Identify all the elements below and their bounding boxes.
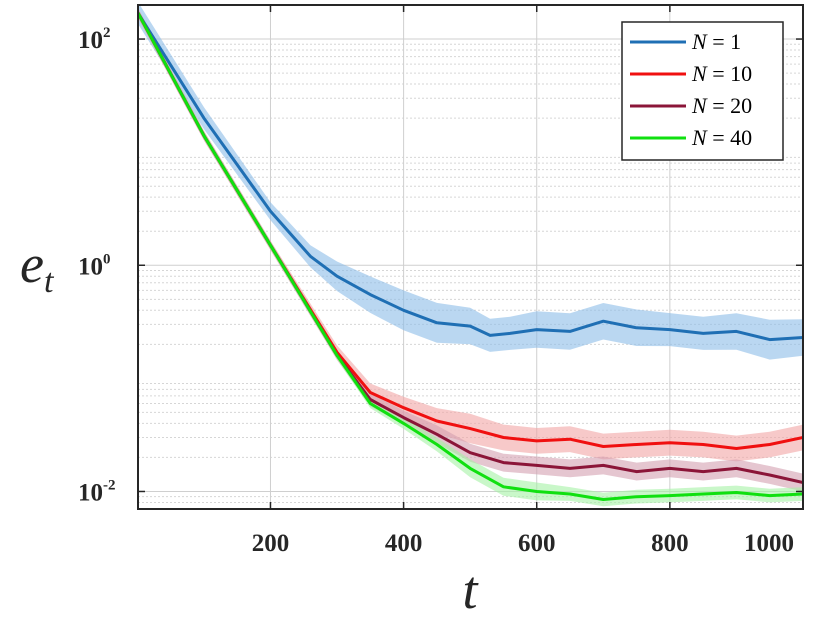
y-tick-label: 10-2 [78, 477, 116, 506]
y-axis-label-subscript: t [44, 263, 55, 300]
legend-label-value: = 10 [712, 61, 752, 86]
series-band [138, 5, 803, 360]
legend-label-value: = 1 [712, 29, 741, 54]
legend-label-value: = 20 [712, 93, 752, 118]
legend: N = 1N = 10N = 20N = 40 [621, 21, 784, 161]
legend-label: N = 40 [691, 125, 752, 150]
x-tick-label: 1000 [744, 530, 794, 557]
legend-label-variable: N [691, 93, 712, 118]
x-tick-label: 200 [252, 530, 290, 557]
series-line [138, 12, 803, 342]
legend-label: N = 20 [691, 93, 752, 118]
y-axis-label-main: e [20, 234, 44, 294]
x-axis-label: t [462, 560, 479, 620]
y-tick-label-base: 10 [78, 253, 103, 280]
x-tick-label: 400 [385, 530, 423, 557]
x-tick-label: 600 [518, 530, 556, 557]
y-axis-label: et [20, 234, 55, 300]
y-tick-label-exponent: 2 [103, 25, 111, 41]
y-tick-label: 100 [78, 251, 111, 280]
axes-box [137, 4, 804, 510]
ticks [138, 5, 804, 509]
confidence-bands [138, 5, 803, 507]
y-tick-label-base: 10 [78, 479, 103, 506]
legend-label-variable: N [691, 29, 712, 54]
legend-label: N = 1 [691, 29, 741, 54]
x-tick-label: 800 [651, 530, 689, 557]
series-lines [138, 12, 803, 501]
y-tick-label-exponent: 0 [103, 251, 111, 267]
legend-label-value: = 40 [712, 125, 752, 150]
y-tick-label-exponent: -2 [103, 477, 116, 493]
legend-label-variable: N [691, 61, 712, 86]
y-tick-label-base: 10 [78, 27, 103, 54]
x-tick-labels: 200 400 600 800 1000 [252, 530, 794, 557]
legend-label-variable: N [691, 125, 712, 150]
legend-label: N = 10 [691, 61, 752, 86]
y-tick-label: 102 [78, 25, 111, 54]
series-line [138, 12, 803, 501]
